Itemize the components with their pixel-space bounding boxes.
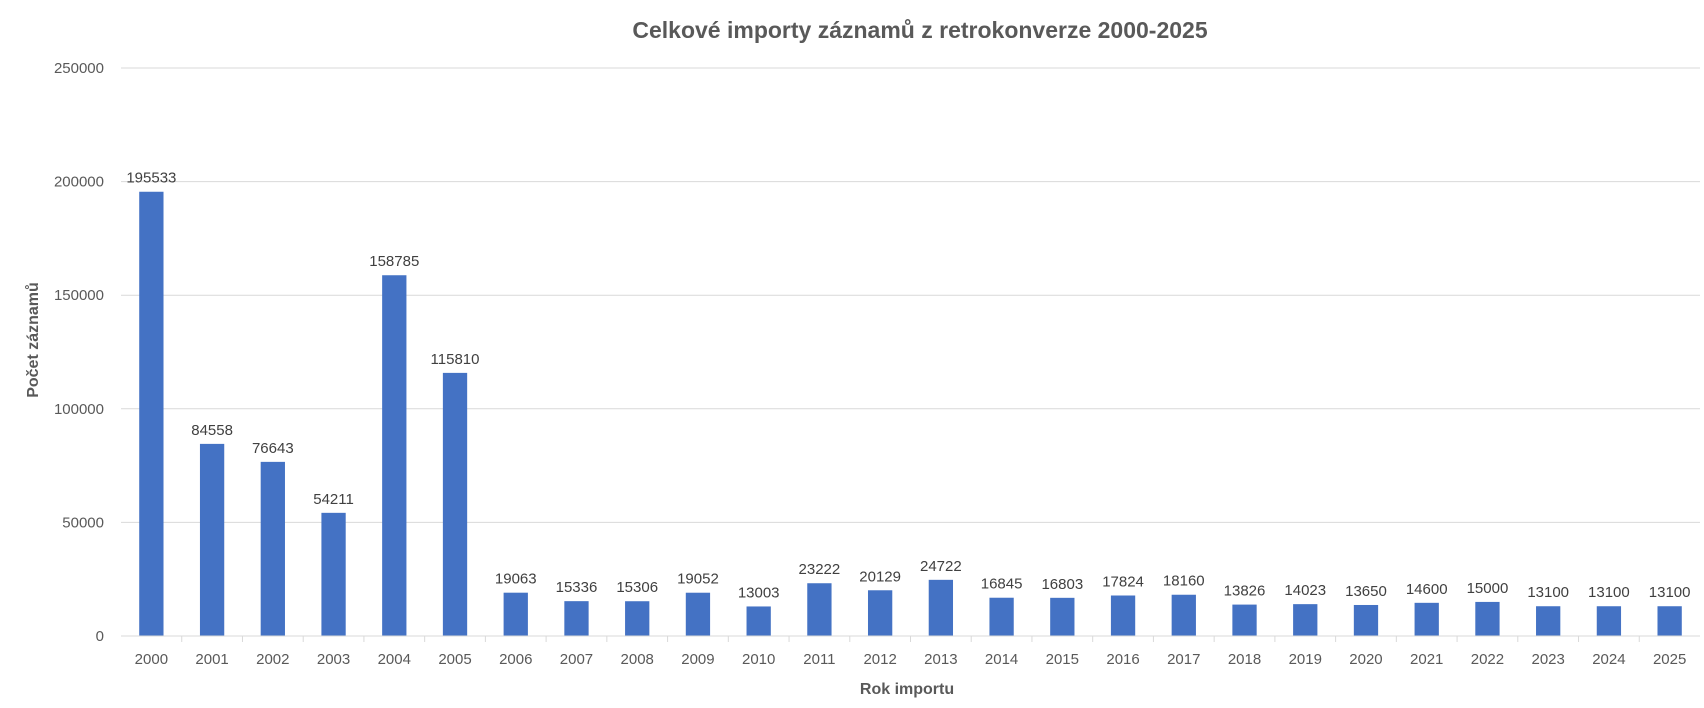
bar [1050,597,1075,636]
x-tick-label: 2004 [378,651,411,668]
bar [382,275,407,636]
x-tick-label: 2012 [863,651,896,668]
bar [1353,604,1379,636]
bar [1657,606,1682,636]
data-label: 16803 [1041,576,1083,593]
x-tick-label: 2020 [1349,651,1382,668]
data-label: 195533 [126,170,176,187]
bar [928,579,954,636]
bar [1293,604,1318,636]
data-label: 13650 [1345,583,1387,600]
y-tick-label: 0 [96,628,104,645]
data-label: 23222 [799,561,841,578]
data-label: 14600 [1406,581,1448,598]
data-label: 84558 [191,422,233,439]
x-tick-label: 2003 [317,651,350,668]
data-label: 76643 [252,440,294,457]
x-tick-label: 2007 [560,651,593,668]
data-label: 13100 [1588,584,1630,601]
bar [321,512,346,636]
x-tick-label: 2011 [803,651,835,668]
x-tick-label: 2023 [1531,651,1564,668]
data-label: 15336 [556,579,598,596]
data-label: 13100 [1649,584,1691,601]
data-label: 14023 [1284,582,1326,599]
x-tick-label: 2024 [1592,651,1625,668]
x-tick-label: 2022 [1471,651,1504,668]
data-label: 158785 [369,253,419,270]
x-tick-label: 2009 [681,651,714,668]
y-axis-ticks: 0 50000 100000 150000 200000 250000 [54,60,104,645]
bar [503,592,528,636]
x-tick-label: 2008 [621,651,654,668]
x-tick-label: 2017 [1167,651,1200,668]
data-label: 13100 [1527,584,1569,601]
x-tick-label: 2006 [499,651,532,668]
chart-title: Celkové importy záznamů z retrokonverze … [632,17,1207,43]
bar [564,601,589,636]
x-tick-label: 2025 [1653,651,1686,668]
data-label: 19063 [495,571,537,588]
bar [1475,601,1500,636]
bars [139,191,1682,636]
bar [685,592,711,636]
x-tick-label: 2001 [195,651,228,668]
x-tick-label: 2005 [438,651,471,668]
x-tick-label: 2014 [985,651,1018,668]
bar [260,461,285,636]
bar [139,191,164,636]
y-tick-label: 200000 [54,174,104,191]
bar [199,443,225,636]
data-label: 19052 [677,571,719,588]
x-axis-title: Rok importu [860,681,954,698]
bar [625,601,650,636]
data-label: 13003 [738,584,780,601]
bar [867,590,893,636]
data-label: 18160 [1163,573,1205,590]
data-label: 17824 [1102,574,1144,591]
x-tick-label: 2018 [1228,651,1261,668]
bar [1596,606,1622,636]
y-axis-title: Počet záznamů [25,282,42,398]
bar [1536,606,1561,636]
bar [1110,595,1136,636]
data-labels: 195533 84558 76643 54211 158785 115810 19063 15… [126,170,1690,602]
x-tick-label: 2000 [135,651,168,668]
bar [1171,594,1196,636]
y-tick-label: 50000 [62,514,104,531]
data-label: 24722 [920,558,962,575]
data-label: 20129 [859,568,901,585]
data-label: 115810 [431,351,480,368]
y-tick-label: 250000 [54,60,104,77]
bar [807,583,832,636]
x-tick-label: 2002 [256,651,289,668]
x-tick-label: 2010 [742,651,775,668]
data-label: 15306 [616,579,658,596]
x-tick-label: 2015 [1046,651,1079,668]
x-tick-label: 2013 [924,651,957,668]
y-tick-label: 100000 [54,401,104,418]
x-axis-ticks: 2000 2001 2002 2003 2004 2005 2006 2007 2008 2009… [135,636,1686,668]
bar [746,606,771,636]
x-tick-label: 2019 [1289,651,1322,668]
gridlines [121,67,1700,523]
data-label: 13826 [1224,583,1266,600]
bar [989,597,1014,636]
bar [442,372,468,636]
x-tick-label: 2021 [1410,651,1443,668]
x-tick-label: 2016 [1106,651,1139,668]
data-label: 15000 [1467,580,1509,597]
bar [1414,602,1439,636]
data-label: 54211 [313,491,354,508]
bar [1232,604,1257,636]
y-tick-label: 150000 [54,287,104,304]
data-label: 16845 [981,576,1023,593]
